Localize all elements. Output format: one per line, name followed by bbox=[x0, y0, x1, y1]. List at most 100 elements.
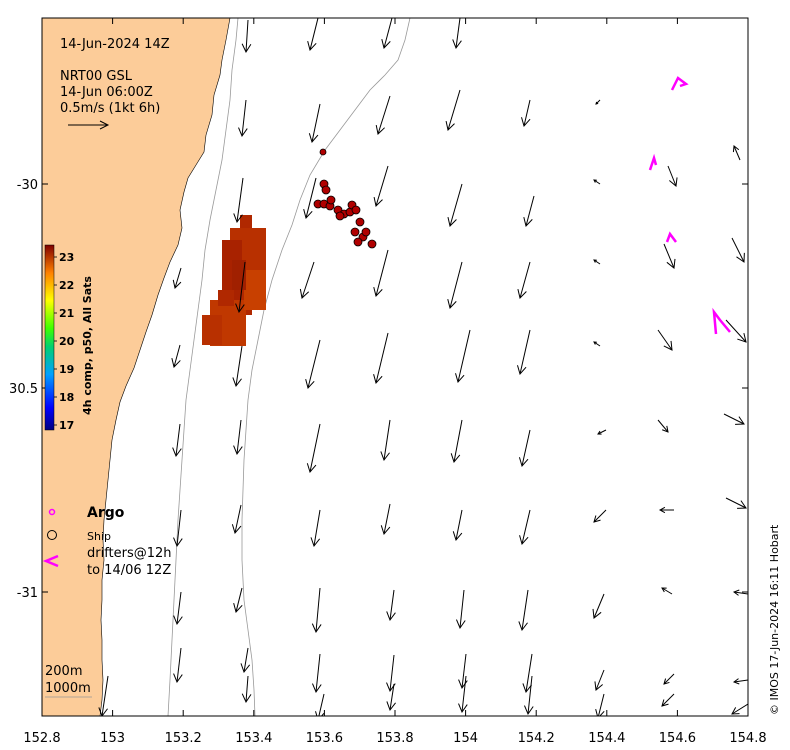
current-arrow bbox=[458, 675, 468, 714]
x-tick-label: 153 bbox=[100, 731, 125, 746]
current-arrow bbox=[519, 509, 531, 546]
current-arrow bbox=[305, 339, 321, 390]
credit-text: © IMOS 17-Jun-2024 16:11 Hobart bbox=[768, 524, 781, 715]
current-arrow bbox=[731, 703, 748, 715]
x-tick-label: 153.4 bbox=[235, 731, 272, 746]
current-arrow bbox=[455, 329, 471, 384]
current-arrow bbox=[172, 267, 182, 289]
current-arrow bbox=[306, 423, 321, 474]
current-arrow bbox=[375, 95, 391, 135]
current-arrow bbox=[521, 99, 531, 128]
current-arrow bbox=[380, 419, 391, 462]
legend-drifters-1: drifters@12h bbox=[87, 546, 172, 561]
current-arrow bbox=[238, 99, 248, 138]
current-arrow bbox=[661, 587, 673, 595]
ship-track-point bbox=[350, 227, 360, 237]
current-arrow bbox=[173, 647, 183, 684]
ship-track-point bbox=[355, 217, 365, 227]
colorbar-label: 4h comp, p50, All Sats bbox=[81, 276, 94, 415]
current-arrow bbox=[386, 683, 396, 712]
current-arrow bbox=[452, 18, 462, 50]
contour-label-1000m: 1000m bbox=[45, 681, 91, 696]
current-arrow bbox=[732, 145, 741, 161]
current-arrow bbox=[458, 653, 468, 690]
ship-track bbox=[313, 148, 377, 249]
scale-arrow bbox=[68, 120, 110, 130]
current-arrow bbox=[241, 675, 252, 704]
contour-label-200m: 200m bbox=[45, 664, 82, 679]
current-arrow bbox=[524, 675, 534, 716]
current-arrow bbox=[310, 509, 321, 548]
current-arrow bbox=[98, 675, 109, 716]
ship-track-point bbox=[353, 237, 363, 247]
legend-drifters-2: to 14/06 12Z bbox=[87, 563, 171, 578]
current-arrow bbox=[667, 165, 678, 187]
ship-track-point bbox=[321, 185, 331, 195]
current-arrow bbox=[593, 341, 601, 347]
current-arrow bbox=[233, 587, 243, 614]
colorbar-ticks: 23 22 21 20 19 18 17 bbox=[54, 251, 75, 432]
current-arrow bbox=[373, 165, 389, 207]
x-axis-ticks: 152.8 153 153.2 153.4 153.6 153.8 154 154.2 154.… bbox=[23, 18, 767, 746]
y-tick-label: 30.5 bbox=[9, 382, 38, 397]
ship-track-point bbox=[326, 195, 336, 205]
current-arrow bbox=[312, 653, 322, 694]
current-arrow bbox=[173, 509, 183, 548]
colorbar-tick-label: 22 bbox=[59, 279, 74, 292]
current-arrow bbox=[663, 673, 675, 685]
current-arrow bbox=[522, 653, 533, 694]
current-arrow bbox=[593, 509, 607, 523]
current-arrow bbox=[381, 18, 393, 50]
legend-ship: Ship bbox=[87, 530, 111, 543]
current-arrow bbox=[595, 693, 605, 716]
x-tick-label: 153.8 bbox=[376, 731, 413, 746]
x-tick-label: 154.6 bbox=[659, 731, 696, 746]
legend-argo: Argo bbox=[87, 505, 125, 521]
colorbar-tick-label: 17 bbox=[59, 419, 74, 432]
ship-track-point bbox=[335, 211, 345, 221]
colorbar bbox=[44, 244, 55, 431]
product-time: 14-Jun 06:00Z bbox=[60, 85, 153, 100]
current-arrow bbox=[380, 503, 391, 536]
scale-label: 0.5m/s (1kt 6h) bbox=[60, 101, 160, 116]
current-arrow bbox=[663, 243, 676, 269]
argo-marker-icon bbox=[48, 508, 56, 516]
current-arrow bbox=[445, 89, 461, 131]
current-arrow bbox=[657, 419, 669, 433]
ship-marker-icon bbox=[47, 530, 57, 540]
current-arrow bbox=[595, 99, 601, 105]
x-tick-label: 153.6 bbox=[306, 731, 343, 746]
x-tick-label: 154 bbox=[453, 731, 478, 746]
current-arrow bbox=[232, 345, 243, 388]
current-arrow bbox=[299, 261, 315, 299]
current-arrow bbox=[386, 589, 396, 622]
current-arrow bbox=[518, 589, 529, 632]
current-arrow bbox=[594, 669, 605, 691]
y-tick-label: -30 bbox=[17, 178, 38, 193]
map-datetime: 14-Jun-2024 14Z bbox=[60, 37, 170, 52]
current-arrow bbox=[723, 413, 745, 425]
current-arrow bbox=[452, 509, 463, 542]
sst-patch bbox=[202, 215, 266, 346]
current-arrow bbox=[240, 647, 251, 674]
current-arrow bbox=[732, 589, 748, 596]
colorbar-tick-label: 21 bbox=[59, 307, 74, 320]
current-arrow bbox=[173, 591, 183, 626]
current-arrow bbox=[373, 332, 389, 385]
y-tick-label: -31 bbox=[17, 586, 38, 601]
current-arrow bbox=[450, 419, 463, 464]
ship-track-point bbox=[351, 205, 361, 215]
current-arrow bbox=[517, 329, 531, 376]
drifter-tracks bbox=[648, 76, 731, 335]
current-arrow bbox=[597, 429, 607, 435]
x-tick-label: 152.8 bbox=[23, 731, 60, 746]
current-arrow bbox=[518, 429, 531, 468]
drifter-marker-icon bbox=[42, 554, 59, 568]
current-arrow bbox=[658, 506, 674, 514]
contour-1000m bbox=[241, 18, 411, 716]
current-arrow bbox=[233, 177, 244, 224]
colorbar-tick-label: 20 bbox=[59, 335, 75, 348]
current-arrow bbox=[517, 261, 531, 299]
colorbar-tick-label: 23 bbox=[59, 251, 74, 264]
